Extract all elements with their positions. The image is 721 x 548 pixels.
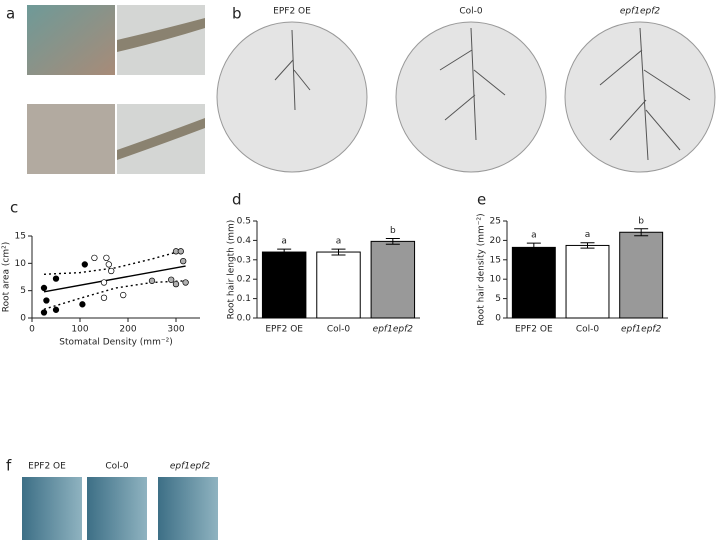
- y-tick-label: 25: [490, 217, 501, 227]
- y-tick-label: 20: [490, 236, 502, 246]
- root-system: [439, 27, 506, 141]
- y-tick-label: 0.0: [237, 314, 252, 324]
- error-bar: [634, 228, 649, 237]
- error-bar: [526, 242, 541, 253]
- bar: [316, 251, 361, 319]
- x-tick-label: Col-0: [327, 325, 351, 335]
- y-axis-label: Root area (cm²): [2, 242, 12, 313]
- point: [52, 275, 60, 282]
- photo-root: [117, 118, 205, 160]
- bar: [619, 231, 664, 319]
- point: [148, 277, 156, 284]
- bar: [370, 240, 416, 319]
- caption: EPF2 OE: [273, 7, 311, 17]
- x-tick-label: EPF2 OE: [515, 325, 553, 335]
- fit-line: [43, 265, 186, 293]
- significance-letter: b: [638, 216, 644, 226]
- y-tick-label: 0.2: [237, 275, 251, 285]
- error-bar: [277, 248, 292, 256]
- photo: [27, 104, 115, 174]
- y-tick-label: 0.1: [237, 294, 251, 304]
- point: [172, 280, 180, 288]
- y-tick-label: 5: [20, 286, 26, 296]
- point: [40, 309, 48, 316]
- y-tick-label: 0.5: [237, 217, 251, 227]
- point: [177, 248, 184, 255]
- error-bar: [331, 248, 346, 256]
- point: [79, 301, 86, 308]
- y-tick-label: 0: [495, 314, 501, 324]
- plate: [216, 21, 368, 173]
- y-tick-label: 0: [20, 314, 26, 324]
- x-tick-label: Col-0: [576, 325, 600, 335]
- panel-label: e: [477, 191, 486, 209]
- error-bar: [580, 242, 595, 249]
- significance-letter: a: [281, 237, 287, 247]
- y-axis-label: Root hair length (mm): [227, 220, 237, 320]
- point: [81, 261, 88, 268]
- significance-letter: b: [390, 226, 396, 236]
- bar: [565, 244, 610, 319]
- point: [103, 254, 110, 262]
- y-tick-label: 10: [15, 259, 27, 269]
- x-axis-label: Stomatal Density (mm⁻²): [59, 338, 172, 348]
- point: [105, 261, 112, 268]
- y-tick-label: 10: [490, 275, 502, 285]
- y-tick-label: 5: [495, 294, 501, 304]
- x-tick-label: epf1epf2: [373, 325, 414, 335]
- y-tick-label: 15: [490, 255, 501, 265]
- significance-letter: a: [585, 230, 591, 240]
- point: [108, 267, 115, 275]
- ci-lower: [43, 280, 186, 310]
- bar: [511, 246, 556, 319]
- panel-label: f: [6, 457, 12, 475]
- root-system: [599, 27, 691, 161]
- root-system: [274, 29, 311, 111]
- caption: Col-0: [459, 7, 483, 17]
- ci-upper: [43, 248, 186, 275]
- point: [120, 291, 127, 299]
- point: [100, 279, 108, 286]
- photo: [87, 477, 147, 540]
- point: [180, 257, 187, 265]
- point: [43, 297, 50, 304]
- point: [91, 254, 98, 262]
- error-bar: [385, 237, 400, 245]
- panel-label: d: [232, 191, 242, 209]
- point: [182, 279, 189, 286]
- photo: [158, 477, 218, 540]
- x-tick-label: 300: [167, 325, 184, 335]
- photo: [27, 5, 115, 75]
- panel-label: a: [6, 5, 15, 23]
- point: [40, 284, 48, 292]
- x-tick-label: 100: [71, 325, 88, 335]
- plate: [564, 21, 716, 173]
- bar: [261, 251, 307, 319]
- point: [52, 306, 60, 313]
- x-tick-label: 0: [29, 325, 35, 335]
- panel-label: c: [10, 199, 18, 217]
- photo: [22, 477, 82, 540]
- plate: [395, 21, 547, 173]
- caption: EPF2 OE: [28, 462, 66, 472]
- significance-letter: a: [531, 231, 537, 241]
- panel-label: b: [232, 5, 242, 23]
- y-axis-label: Root hair density (mm⁻²): [477, 213, 487, 325]
- y-tick-label: 0.3: [237, 255, 251, 265]
- point: [168, 276, 175, 283]
- significance-letter: a: [336, 237, 342, 247]
- caption: epf1epf2: [170, 462, 211, 472]
- x-tick-label: 200: [119, 325, 136, 335]
- x-tick-label: EPF2 OE: [265, 325, 303, 335]
- y-tick-label: 15: [15, 232, 26, 242]
- x-tick-label: epf1epf2: [621, 325, 662, 335]
- caption: Col-0: [105, 462, 129, 472]
- photo-root: [117, 18, 205, 52]
- point: [100, 294, 108, 301]
- caption: epf1epf2: [620, 7, 661, 17]
- y-tick-label: 0.4: [237, 236, 252, 246]
